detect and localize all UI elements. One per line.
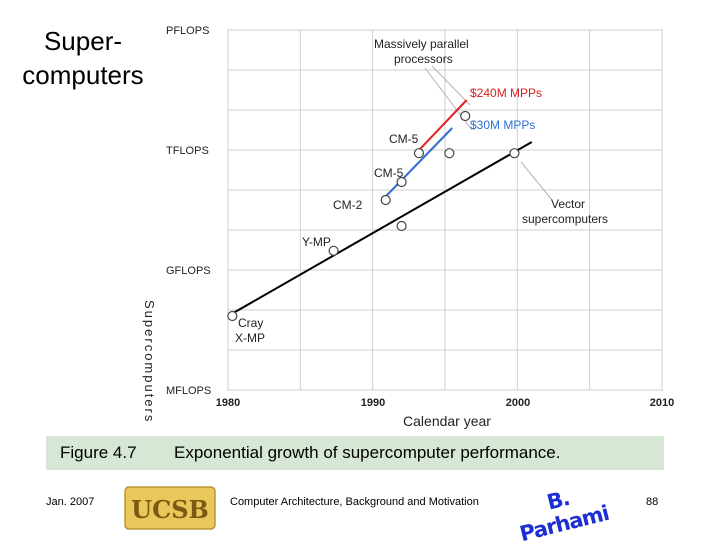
data-point-8 xyxy=(509,148,520,159)
performance-chart: MFLOPS GFLOPS TFLOPS PFLOPS 1980 1990 20… xyxy=(142,25,674,429)
figure-caption: Figure 4.7 Exponential growth of superco… xyxy=(46,436,664,470)
trend-lines xyxy=(227,99,533,317)
slide-title-line2: computers xyxy=(22,60,144,90)
annotation-guide xyxy=(431,65,471,106)
label-xmp: X-MP xyxy=(235,331,265,345)
slide-title-line1: Super- xyxy=(43,26,123,56)
data-point-2 xyxy=(380,194,391,206)
trend-line-2 xyxy=(415,99,468,154)
label-mpp30: $30M MPPs xyxy=(470,118,535,132)
footer-date: Jan. 2007 xyxy=(46,496,95,508)
y-tick-pflops: PFLOPS xyxy=(166,25,209,37)
trend-line-1 xyxy=(383,127,453,199)
side-rotated-label: Supercomputers xyxy=(142,300,157,423)
gridlines xyxy=(227,29,663,391)
author-signature-logo: B. Parhami xyxy=(516,484,611,546)
ucsb-logo: UCSB xyxy=(124,486,216,530)
footer-course-title: Computer Architecture, Background and Mo… xyxy=(230,496,479,508)
label-ymp: Y-MP xyxy=(302,235,331,249)
x-axis-label: Calendar year xyxy=(403,413,491,429)
data-point-4 xyxy=(396,220,407,232)
signature-text: B. Parhami xyxy=(517,486,612,546)
x-tick-2010: 2010 xyxy=(650,397,674,409)
label-cm2: CM-2 xyxy=(333,198,363,212)
x-tick-2000: 2000 xyxy=(506,397,530,409)
data-point-0 xyxy=(227,310,238,322)
figure-number: Figure 4.7 xyxy=(60,443,137,462)
page-number: 88 xyxy=(646,496,659,508)
label-cm5-upper: CM-5 xyxy=(389,132,419,146)
y-tick-gflops: GFLOPS xyxy=(166,265,211,277)
annotation-guide xyxy=(520,161,553,201)
trend-line-0 xyxy=(227,141,533,317)
x-tick-1990: 1990 xyxy=(361,397,385,409)
x-tick-1980: 1980 xyxy=(216,397,240,409)
data-point-6 xyxy=(444,148,455,159)
data-point-3 xyxy=(396,176,407,188)
y-tick-tflops: TFLOPS xyxy=(166,145,209,157)
label-mpp-title2: processors xyxy=(394,52,453,66)
label-mpp-title: Massively parallel xyxy=(374,37,469,51)
data-point-7 xyxy=(460,110,471,122)
label-vector: Vector xyxy=(551,197,585,211)
svg-text:UCSB: UCSB xyxy=(131,495,209,524)
label-vector2: supercomputers xyxy=(522,212,608,226)
data-point-5 xyxy=(413,148,425,159)
label-cm5-lower: CM-5 xyxy=(374,166,404,180)
label-mpp240: $240M MPPs xyxy=(470,86,542,100)
slide-title: Super- computers xyxy=(8,24,158,92)
label-cray: Cray xyxy=(238,316,263,330)
figure-caption-text: Exponential growth of supercomputer perf… xyxy=(174,443,561,462)
y-tick-mflops: MFLOPS xyxy=(166,385,211,397)
data-point-1 xyxy=(328,245,339,256)
data-points xyxy=(227,110,520,322)
